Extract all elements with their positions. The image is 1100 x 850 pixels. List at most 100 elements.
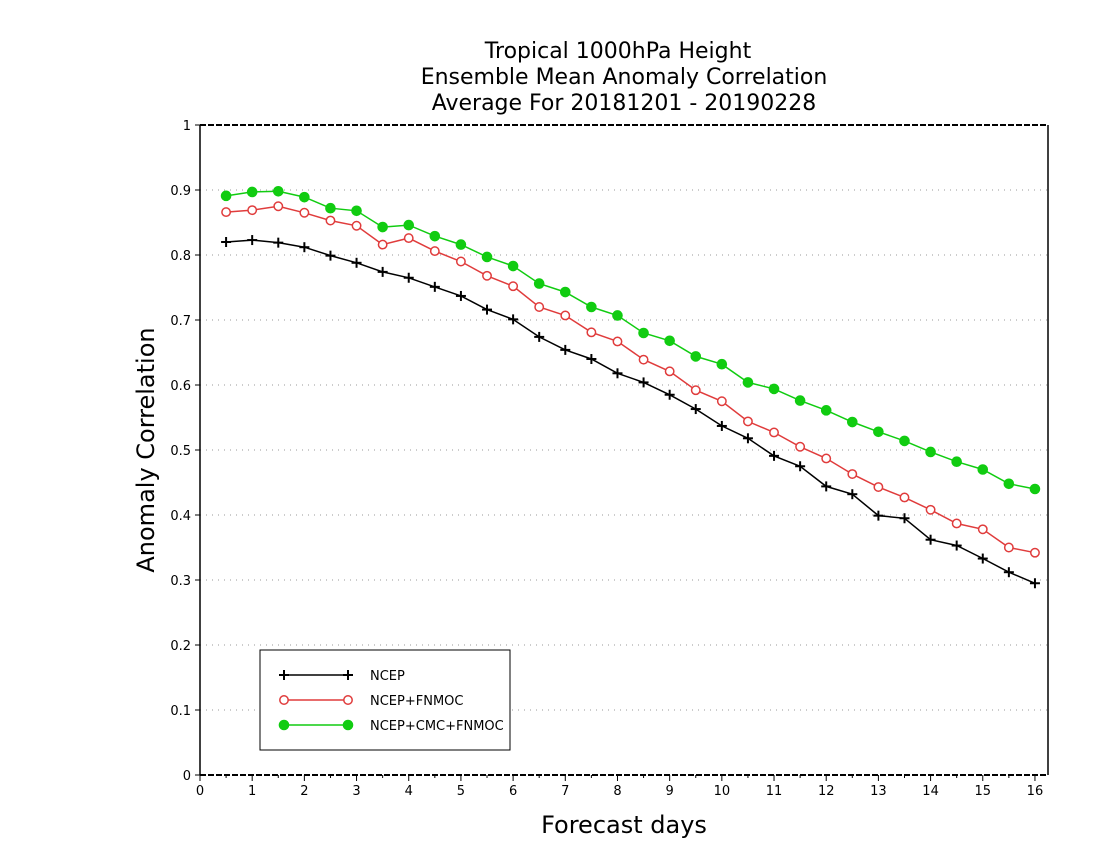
- data-point: [455, 256, 466, 267]
- series-line: [226, 205, 1036, 554]
- data-point: [351, 257, 362, 268]
- series-ncep: [221, 235, 1040, 589]
- data-point: [299, 207, 310, 218]
- data-point: [221, 207, 232, 218]
- data-point: [1003, 542, 1014, 553]
- data-point: [664, 366, 675, 377]
- data-point: [403, 219, 415, 231]
- data-point: [482, 270, 492, 281]
- x-tick-label: 1: [248, 784, 256, 799]
- chart-title-line-1: Tropical 1000hPa Height: [484, 39, 752, 64]
- x-tick-label: 16: [1027, 784, 1044, 799]
- data-point: [351, 220, 362, 231]
- data-point: [246, 186, 258, 198]
- y-tick-label: 0.8: [170, 249, 191, 264]
- data-point: [612, 310, 623, 321]
- data-point: [429, 281, 440, 292]
- data-point: [873, 482, 884, 492]
- data-point: [299, 191, 310, 203]
- data-point: [768, 383, 780, 395]
- data-point: [820, 405, 832, 416]
- series-ncep-fnmoc: [221, 201, 1040, 558]
- y-tick-label: 0.3: [170, 574, 191, 589]
- legend-marker: [279, 695, 289, 705]
- data-point: [455, 290, 466, 301]
- legend-item-ncep-fnmoc: NCEP+FNMOC: [279, 694, 463, 709]
- series-line: [225, 190, 1036, 490]
- data-point: [508, 281, 519, 292]
- data-point: [716, 396, 727, 407]
- data-point: [873, 426, 884, 438]
- x-tick-label: 9: [666, 784, 674, 799]
- data-point: [847, 489, 858, 500]
- legend-label: NCEP: [370, 669, 405, 684]
- data-point: [951, 456, 962, 468]
- series-ncep-cmc-fnmoc: [220, 186, 1041, 495]
- y-tick-label: 0.6: [170, 379, 191, 394]
- data-point: [638, 377, 649, 388]
- x-tick-label: 11: [766, 784, 783, 799]
- data-point: [899, 492, 910, 503]
- x-tick-label: 0: [196, 784, 204, 799]
- data-point: [716, 420, 727, 431]
- data-point: [977, 524, 988, 535]
- data-point: [455, 239, 467, 250]
- data-point: [612, 368, 623, 379]
- data-point: [507, 260, 519, 272]
- data-point: [560, 344, 571, 355]
- x-tick-label: 12: [818, 784, 835, 799]
- y-tick-label: 0.7: [170, 314, 191, 329]
- legend-label: NCEP+CMC+FNMOC: [370, 719, 504, 734]
- data-point: [481, 251, 493, 263]
- y-tick-label: 0: [183, 769, 191, 784]
- data-point: [273, 201, 284, 212]
- legend-marker: [278, 719, 290, 731]
- data-point: [403, 272, 414, 283]
- data-point: [220, 190, 232, 202]
- data-point: [925, 504, 936, 515]
- data-point: [273, 237, 284, 248]
- legend-marker: [343, 670, 353, 680]
- data-point: [873, 510, 884, 521]
- data-point: [638, 327, 649, 339]
- x-tick-label: 3: [352, 784, 360, 799]
- data-point: [429, 246, 440, 257]
- chart-title-line-3: Average For 20181201 - 20190228: [432, 91, 817, 116]
- data-point: [221, 237, 232, 247]
- legend-item-ncep-cmc-fnmoc: NCEP+CMC+FNMOC: [278, 719, 504, 734]
- x-tick-label: 4: [405, 784, 413, 799]
- x-tick-label: 7: [561, 784, 569, 799]
- data-point: [377, 239, 388, 250]
- data-point: [638, 354, 649, 365]
- data-point: [299, 242, 310, 253]
- data-point: [951, 540, 962, 551]
- data-point: [690, 351, 702, 362]
- y-tick-label: 0.9: [170, 184, 191, 199]
- data-point: [560, 310, 571, 321]
- data-point: [377, 221, 388, 233]
- data-point: [977, 553, 988, 564]
- x-tick-label: 15: [974, 784, 991, 799]
- data-point: [1030, 547, 1040, 558]
- data-point: [272, 186, 284, 197]
- data-point: [742, 433, 753, 444]
- data-point: [716, 358, 728, 370]
- data-point: [794, 395, 806, 406]
- data-point: [899, 435, 910, 447]
- data-point: [795, 441, 806, 452]
- data-point: [769, 427, 779, 438]
- data-point: [325, 202, 336, 214]
- data-point: [925, 446, 936, 458]
- data-point: [612, 336, 623, 347]
- data-point: [690, 404, 701, 415]
- legend-item-ncep: NCEP: [279, 669, 405, 684]
- data-point: [742, 416, 753, 427]
- y-axis-label: Anomaly Correlation: [132, 327, 160, 572]
- data-point: [821, 453, 832, 464]
- data-point: [559, 286, 571, 298]
- data-point: [247, 235, 258, 246]
- x-tick-label: 14: [922, 784, 939, 799]
- x-tick-label: 10: [714, 784, 731, 799]
- x-axis-label: Forecast days: [541, 811, 707, 839]
